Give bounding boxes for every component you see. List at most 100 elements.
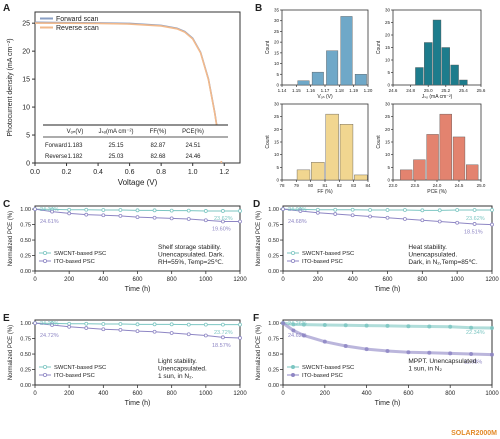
panel-stability-frame: [282, 319, 493, 386]
panel-f-letter: F: [253, 313, 259, 324]
stability-point: [118, 328, 123, 332]
stability-point: [203, 333, 208, 338]
stability-legend-marker: [43, 250, 48, 255]
panel-b-hist-frame: [281, 9, 369, 86]
stability-xtick-label: 0: [33, 277, 37, 283]
stability-point: [455, 220, 460, 225]
stability-point: [186, 332, 191, 337]
watermark: SOLAR2000M: [451, 430, 497, 437]
panel-b-ytick-label: 15: [274, 50, 280, 55]
stability-label-ito-start: 24.61%: [40, 219, 59, 225]
stability-point: [135, 215, 140, 220]
stability-label-swcnt-end: 23.62%: [214, 216, 233, 222]
stability-annotation: MPPT. Unencapsulated.: [408, 358, 478, 365]
stability-point: [169, 216, 174, 221]
stability-label-ito-end: 19.60%: [212, 226, 231, 232]
panel-b-ytick-label: 0: [276, 178, 279, 183]
stability-point: [84, 321, 89, 326]
panel-a-ytick-label: 0: [26, 161, 30, 168]
panel-a-ylabel: Photocurrent density (mA cm⁻²): [7, 38, 14, 136]
panel-b-bar: [311, 71, 324, 86]
stability-point: [203, 218, 208, 223]
stability-xtick-label: 600: [403, 391, 414, 397]
panel-b-bar: [450, 64, 459, 86]
panel-a-xtick-label: 1.2: [219, 169, 229, 176]
stability-point: [67, 207, 72, 212]
stability-point: [84, 212, 89, 217]
stability-annotation: RH=55%, Temp=25℃.: [158, 259, 224, 266]
stability-point: [135, 322, 140, 327]
stability-xlabel: Time (h): [125, 400, 151, 407]
stability-point: [186, 322, 191, 327]
stability-point: [67, 321, 72, 326]
stability-xlabel: Time (h): [125, 286, 151, 293]
stability-point: [238, 322, 242, 327]
panel-b-ytick-label: 0: [387, 83, 390, 88]
stability-point: [33, 207, 37, 211]
stability-ylabel: Normalized PCE (%): [256, 211, 262, 266]
stability-ylabel: Normalized PCE (%): [8, 211, 14, 266]
stability-legend-label: ITO-based PSC: [54, 259, 95, 265]
panel-a-table-cell: 82.87: [150, 143, 166, 149]
stability-point: [333, 212, 338, 216]
stability-ytick-label: 0.00: [20, 269, 31, 275]
panel-b-xtick-label: 81: [322, 183, 328, 188]
panel-a-frame: [34, 11, 241, 164]
stability-ytick-label: 0.50: [268, 238, 279, 244]
stability-ytick-label: 0.00: [268, 383, 279, 389]
stability-label-swcnt-start: 24.34%: [40, 207, 59, 213]
stability-point: [118, 208, 123, 212]
panel-a-ytick-label: 5: [26, 133, 30, 140]
panel-b-xlabel: FF (%): [317, 189, 333, 195]
stability-xtick-label: 800: [445, 391, 456, 397]
stability-ytick-label: 0.50: [268, 352, 279, 358]
stability-label-ito-end: 18.57%: [212, 343, 231, 349]
panel-d-letter: D: [253, 199, 260, 210]
panel-b-ytick-label: 20: [385, 33, 391, 38]
stability-point: [298, 209, 303, 213]
panel-b-letter: B: [255, 3, 262, 14]
stability-xtick-label: 1000: [450, 277, 464, 283]
panel-b-bar: [340, 16, 353, 86]
stability-point: [437, 219, 442, 224]
stability-point: [385, 215, 390, 220]
panel-a-table-cell: 24.46: [185, 154, 201, 160]
stability-label-ito-start: 24.72%: [40, 333, 59, 339]
panel-a-xtick-label: 0.4: [93, 169, 103, 176]
stability-point: [315, 207, 320, 212]
stability-xtick-label: 600: [132, 277, 143, 283]
stability-point: [101, 208, 106, 212]
stability-point: [152, 322, 157, 327]
stability-xtick-label: 800: [417, 277, 428, 283]
stability-xtick-label: 600: [132, 391, 143, 397]
panel-b-xtick-label: 1.17: [321, 88, 330, 93]
stability-label-swcnt-end: 23.72%: [214, 330, 233, 336]
stability-label-ito-start: 24.68%: [288, 219, 307, 225]
stability-ytick-label: 0.75: [20, 223, 31, 229]
stability-point: [350, 213, 355, 218]
stability-point: [350, 207, 355, 212]
stability-ylabel: Normalized PCE (%): [8, 325, 14, 380]
stability-label-ito-end: 11.98%: [464, 360, 482, 366]
panel-b-bar: [452, 136, 466, 181]
panel-a-table-cell: 25.03: [108, 154, 124, 160]
panel-b-xtick-label: 1.15: [292, 88, 301, 93]
stability-annotation: Dark, in N₂,Temp=85℃.: [408, 259, 477, 266]
panel-b-ytick-label: 35: [274, 8, 280, 13]
panel-b-ytick-label: 30: [274, 102, 280, 107]
panel-b-xtick-label: 78: [279, 183, 285, 188]
stability-annotation: 1 sun, in N₂.: [158, 373, 194, 380]
stability-legend-label: ITO-based PSC: [302, 259, 343, 265]
stability-legend-label: SWCNT-based PSC: [302, 251, 354, 257]
stability-xtick-label: 1000: [485, 391, 499, 397]
panel-b-xtick-label: 25.4: [459, 88, 468, 93]
panel-b-bar: [424, 42, 433, 86]
stability-point: [169, 331, 174, 335]
stability-xtick-label: 1200: [233, 277, 247, 283]
stability-legend-marker: [290, 250, 295, 255]
panel-a-ytick-label: 10: [22, 105, 30, 112]
stability-point: [238, 336, 242, 340]
panel-b-xtick-label: 23.5: [411, 183, 420, 188]
stability-annotation: Light stability.: [158, 358, 197, 365]
stability-ytick-label: 0.00: [268, 269, 279, 275]
